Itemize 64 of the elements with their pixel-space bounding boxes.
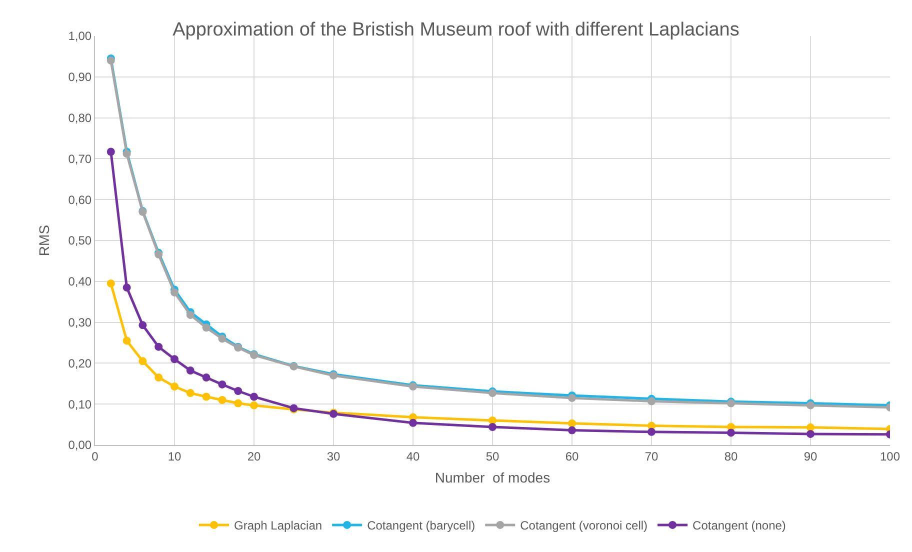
point — [202, 392, 210, 401]
point — [122, 284, 131, 292]
legend-label: Cotangent (voronoi cell) — [520, 518, 648, 533]
point — [488, 416, 496, 424]
point — [234, 387, 242, 396]
point — [186, 310, 194, 319]
point — [106, 148, 115, 156]
point — [409, 418, 417, 427]
x-tick-label: 10 — [168, 449, 182, 464]
x-tick-label: 30 — [326, 449, 340, 464]
point — [727, 428, 735, 437]
y-tick-label: 1,00 — [68, 29, 92, 44]
legend-label: Graph Laplacian — [234, 518, 322, 533]
point — [250, 392, 258, 401]
y-axis-title: RMS — [36, 224, 52, 256]
chart-title: Approximation of the Bristish Museum roof with different Laplacians — [172, 19, 740, 40]
y-tick-label: 0,30 — [68, 316, 92, 330]
point — [806, 423, 814, 432]
y-tick-label: 0,90 — [68, 70, 92, 84]
point — [568, 394, 576, 402]
point — [170, 382, 178, 391]
x-tick-label: 20 — [247, 449, 261, 464]
legend-label: Cotangent (none) — [692, 518, 786, 533]
y-tick-label: 0,50 — [68, 234, 92, 248]
x-tick-label: 70 — [644, 449, 658, 464]
y-tick-label: 0,10 — [68, 397, 92, 412]
point — [106, 279, 115, 288]
point — [154, 374, 163, 382]
x-tick-label: 90 — [804, 449, 818, 464]
y-tick-label: 0,70 — [68, 152, 92, 166]
point — [218, 380, 226, 388]
point — [138, 357, 147, 366]
y-tick-label: 0,80 — [68, 111, 92, 125]
y-tick-label: 0,00 — [68, 438, 92, 452]
x-tick-label: 40 — [406, 449, 420, 464]
legend-label: Cotangent (barycell) — [367, 518, 476, 533]
point — [568, 419, 576, 428]
point — [488, 423, 496, 431]
point — [250, 401, 258, 410]
point — [138, 321, 147, 330]
point — [806, 430, 814, 438]
point — [202, 324, 210, 332]
y-tick-label: 0,40 — [68, 274, 92, 289]
x-tick-label: 80 — [724, 449, 738, 464]
x-tick-label: 50 — [486, 449, 500, 464]
point — [218, 396, 226, 404]
point — [568, 426, 576, 434]
point — [106, 56, 115, 65]
point — [186, 389, 194, 398]
point — [170, 355, 178, 364]
point — [170, 288, 178, 296]
point — [648, 397, 656, 406]
point — [186, 366, 194, 375]
point — [202, 374, 210, 382]
point — [154, 342, 163, 351]
point — [648, 428, 656, 436]
y-tick-label: 0,20 — [68, 356, 92, 370]
point — [122, 336, 131, 345]
x-tick-label: 60 — [565, 449, 579, 464]
x-tick-label: 0 — [92, 449, 99, 464]
y-tick-label: 0,60 — [68, 192, 92, 207]
x-tick-label: 100 — [880, 449, 900, 464]
x-axis-title: Number of modes — [434, 470, 550, 486]
point — [234, 399, 242, 408]
